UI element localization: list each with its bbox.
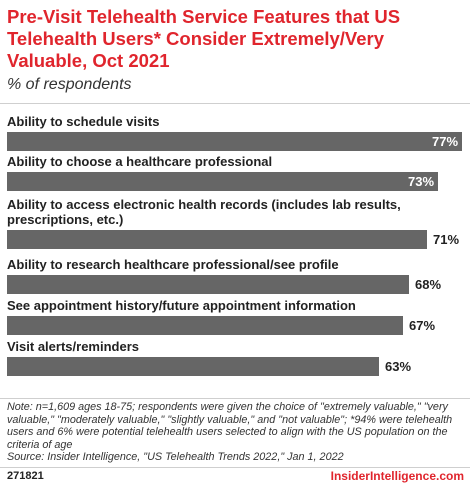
- brand-logo[interactable]: InsiderIntelligence.com: [330, 469, 464, 483]
- category-label: Ability to choose a healthcare professio…: [7, 154, 273, 169]
- category-label: See appointment history/future appointme…: [7, 298, 356, 313]
- bar: [7, 132, 462, 151]
- bar: [7, 230, 427, 249]
- value-label: 77%: [432, 134, 459, 149]
- divider: [0, 467, 470, 468]
- bar-chart: Ability to schedule visits 77% Ability to …: [0, 106, 470, 396]
- value-label: 63%: [385, 359, 412, 374]
- category-label: Visit alerts/reminders: [7, 339, 139, 354]
- chart-id: 271821: [7, 470, 44, 482]
- bar: [7, 172, 438, 191]
- chart-notes: Note: n=1,609 ages 18-75; respondents we…: [7, 401, 465, 464]
- chart-title: Pre-Visit Telehealth Service Features th…: [7, 6, 401, 71]
- chart-subtitle: % of respondents: [7, 76, 132, 93]
- bar: [7, 357, 379, 376]
- value-label: 71%: [433, 232, 460, 247]
- note-text: Note: n=1,609 ages 18-75; respondents we…: [7, 401, 453, 451]
- value-label: 67%: [409, 318, 436, 333]
- bar: [7, 275, 409, 294]
- category-label: Ability to access electronic health reco…: [7, 197, 401, 227]
- category-label: Ability to research healthcare professio…: [7, 257, 339, 272]
- source-text: Source: Insider Intelligence, "US Telehe…: [7, 451, 344, 463]
- divider: [0, 398, 470, 399]
- value-label: 73%: [408, 174, 435, 189]
- bar: [7, 316, 403, 335]
- category-label: Ability to schedule visits: [7, 114, 160, 129]
- divider: [0, 103, 470, 104]
- value-label: 68%: [415, 277, 442, 292]
